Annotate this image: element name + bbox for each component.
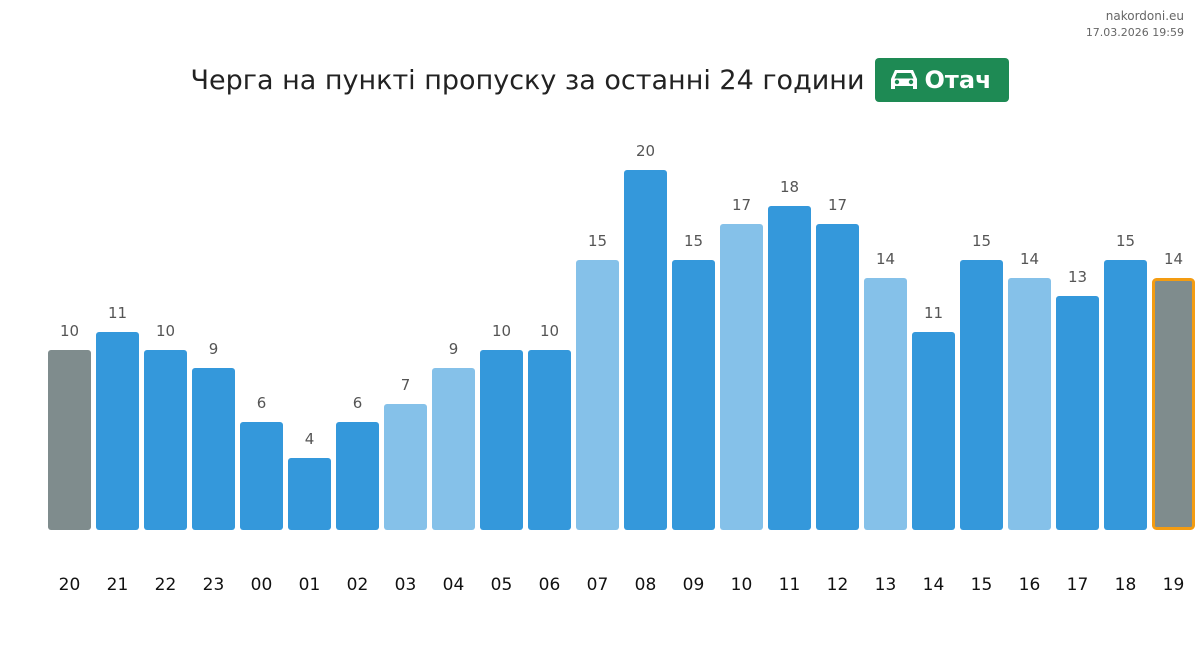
data-label-12: 17 (828, 196, 847, 214)
data-label-22: 10 (156, 322, 175, 340)
bar-17 (1056, 296, 1099, 530)
x-tick-07: 07 (587, 575, 609, 595)
data-label-06: 10 (540, 322, 559, 340)
x-tick-10: 10 (731, 575, 753, 595)
data-label-18: 15 (1116, 232, 1135, 250)
bar-21 (96, 332, 139, 530)
x-tick-20: 20 (59, 575, 81, 595)
data-label-16: 14 (1020, 250, 1039, 268)
bar-08 (624, 170, 667, 530)
x-tick-17: 17 (1067, 575, 1089, 595)
x-tick-16: 16 (1019, 575, 1041, 595)
x-tick-15: 15 (971, 575, 993, 595)
title-row: Черга на пункті пропуску за останні 24 г… (0, 57, 1200, 103)
car-icon (889, 68, 919, 92)
x-tick-06: 06 (539, 575, 561, 595)
x-tick-00: 00 (251, 575, 273, 595)
data-label-07: 15 (588, 232, 607, 250)
data-label-20: 10 (60, 322, 79, 340)
page-title: Черга на пункті пропуску за останні 24 г… (190, 64, 865, 96)
x-tick-11: 11 (779, 575, 801, 595)
data-label-01: 4 (305, 430, 315, 448)
data-label-17: 13 (1068, 268, 1087, 286)
data-label-11: 18 (780, 178, 799, 196)
bar-18 (1104, 260, 1147, 530)
bar-10 (720, 224, 763, 530)
x-tick-09: 09 (683, 575, 705, 595)
x-tick-18: 18 (1115, 575, 1137, 595)
bar-22 (144, 350, 187, 530)
bar-15 (960, 260, 1003, 530)
data-label-03: 7 (401, 376, 411, 394)
data-label-15: 15 (972, 232, 991, 250)
x-tick-05: 05 (491, 575, 513, 595)
bar-20 (48, 350, 91, 530)
data-label-04: 9 (449, 340, 459, 358)
bar-11 (768, 206, 811, 530)
x-tick-01: 01 (299, 575, 321, 595)
bar-03 (384, 404, 427, 530)
data-label-05: 10 (492, 322, 511, 340)
x-tick-12: 12 (827, 575, 849, 595)
data-label-14: 11 (924, 304, 943, 322)
x-tick-19: 19 (1163, 575, 1185, 595)
bar-19 (1152, 278, 1195, 530)
bar-13 (864, 278, 907, 530)
data-label-23: 9 (209, 340, 219, 358)
data-label-00: 6 (257, 394, 267, 412)
x-tick-02: 02 (347, 575, 369, 595)
x-tick-23: 23 (203, 575, 225, 595)
bar-04 (432, 368, 475, 530)
data-label-02: 6 (353, 394, 363, 412)
badge-label: Отач (924, 66, 992, 94)
x-tick-08: 08 (635, 575, 657, 595)
bar-14 (912, 332, 955, 530)
x-tick-04: 04 (443, 575, 465, 595)
bar-06 (528, 350, 571, 530)
bar-07 (576, 260, 619, 530)
data-label-19: 14 (1164, 250, 1183, 268)
bar-09 (672, 260, 715, 530)
bar-12 (816, 224, 859, 530)
bar-00 (240, 422, 283, 530)
timestamp: 17.03.2026 19:59 (1085, 26, 1184, 39)
data-label-21: 11 (108, 304, 127, 322)
x-tick-21: 21 (107, 575, 129, 595)
bar-05 (480, 350, 523, 530)
x-tick-14: 14 (923, 575, 945, 595)
data-label-09: 15 (684, 232, 703, 250)
x-tick-22: 22 (155, 575, 177, 595)
bar-16 (1008, 278, 1051, 530)
bar-01 (288, 458, 331, 530)
data-label-10: 17 (732, 196, 751, 214)
bar-02 (336, 422, 379, 530)
site-name: nakordoni.eu (1105, 9, 1184, 23)
crossing-badge: Отач (874, 58, 1010, 102)
data-label-08: 20 (636, 142, 655, 160)
x-tick-03: 03 (395, 575, 417, 595)
bar-23 (192, 368, 235, 530)
x-tick-13: 13 (875, 575, 897, 595)
data-label-13: 14 (876, 250, 895, 268)
